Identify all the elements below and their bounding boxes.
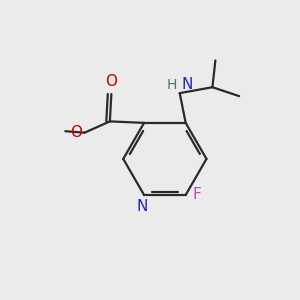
Text: N: N [137, 199, 148, 214]
Text: N: N [181, 77, 193, 92]
Text: F: F [192, 188, 201, 202]
Text: O: O [70, 125, 82, 140]
Text: H: H [167, 78, 177, 92]
Text: O: O [105, 74, 117, 89]
